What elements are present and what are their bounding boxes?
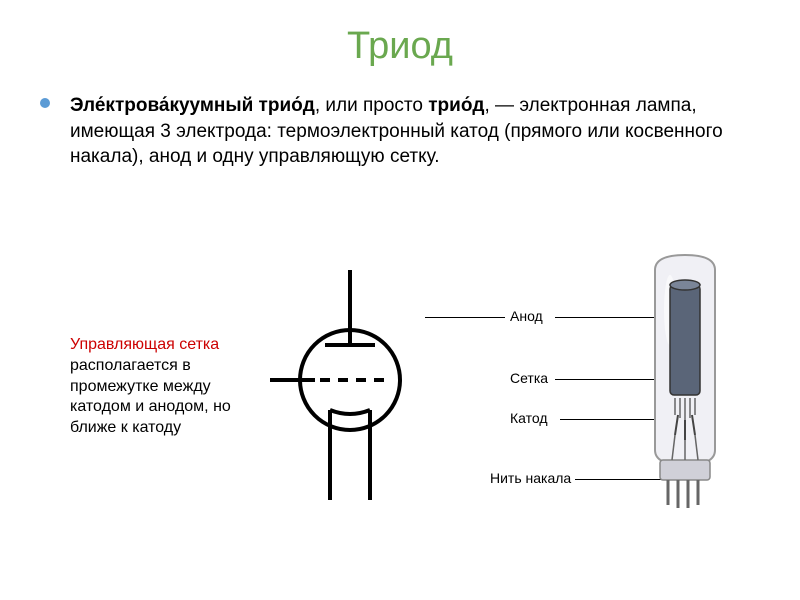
label-filament: Нить накала xyxy=(490,470,571,486)
connector1: , или просто xyxy=(315,95,428,116)
note-block: Управляющая сетка располагается в промеж… xyxy=(70,335,270,439)
label-grid: Сетка xyxy=(510,370,548,386)
term1: Эле́ктрова́куумный трио́д xyxy=(70,95,315,116)
label-cathode: Катод xyxy=(510,410,548,426)
triode-symbol xyxy=(270,270,430,500)
note-rest: располагается в промежутке между катодом… xyxy=(70,357,231,436)
page-title: Триод xyxy=(0,0,800,68)
label-anode: Анод xyxy=(510,308,543,324)
term2: трио́д xyxy=(428,95,484,116)
note-highlight: Управляющая сетка xyxy=(70,336,219,353)
anode-line xyxy=(425,317,505,318)
title-text: Триод xyxy=(347,25,453,67)
diagram-area: Анод Сетка Катод Нить накала xyxy=(270,270,750,570)
tube-illustration xyxy=(630,250,740,530)
bullet-icon xyxy=(40,98,50,108)
definition-block: Эле́ктрова́куумный трио́д, или просто тр… xyxy=(0,68,800,185)
